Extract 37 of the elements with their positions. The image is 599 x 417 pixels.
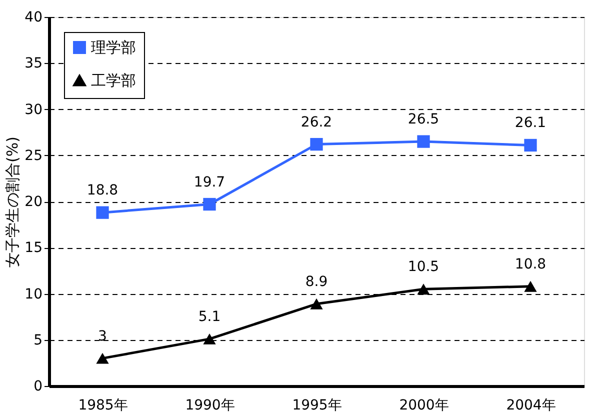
x-tick-label: 1985年 (78, 398, 128, 414)
point (310, 298, 323, 310)
point (203, 198, 216, 211)
data-label: 18.8 (86, 182, 118, 199)
x-tick-label: 1990年 (185, 398, 235, 414)
point (524, 138, 537, 152)
y-tick-label: 15 (24, 240, 42, 256)
data-label: 8.9 (305, 274, 328, 290)
point (203, 333, 216, 344)
data-label: 10.5 (408, 259, 440, 276)
y-tick-label: 20 (24, 194, 42, 210)
y-tick-label: 0 (34, 378, 42, 394)
point (96, 206, 109, 219)
point (96, 352, 109, 364)
point (417, 284, 430, 295)
y-tick-label: 30 (24, 102, 42, 118)
x-tick-label: 2000年 (399, 398, 449, 414)
legend-label: 工学部 (91, 72, 136, 90)
point (310, 138, 323, 151)
y-tick-label: 10 (24, 286, 42, 302)
point (524, 280, 537, 292)
y-tick-label: 5 (34, 332, 42, 348)
data-label: 19.7 (194, 174, 226, 190)
y-tick-label: 35 (24, 56, 42, 72)
data-label: 3 (98, 328, 107, 344)
data-label: 26.1 (514, 115, 546, 132)
data-label: 26.2 (300, 114, 332, 130)
data-label: 10.8 (514, 256, 546, 272)
legend-label: 理学部 (91, 38, 136, 56)
x-tick-label: 1995年 (292, 398, 342, 414)
point (417, 135, 430, 148)
data-label: 5.1 (198, 308, 221, 325)
y-tick-label: 25 (24, 148, 42, 164)
y-axis-title: 女子学生の割合(%) (4, 136, 22, 268)
x-tick-label: 2004年 (506, 398, 556, 414)
y-tick-label: 40 (24, 10, 42, 26)
data-label: 26.5 (408, 112, 440, 128)
